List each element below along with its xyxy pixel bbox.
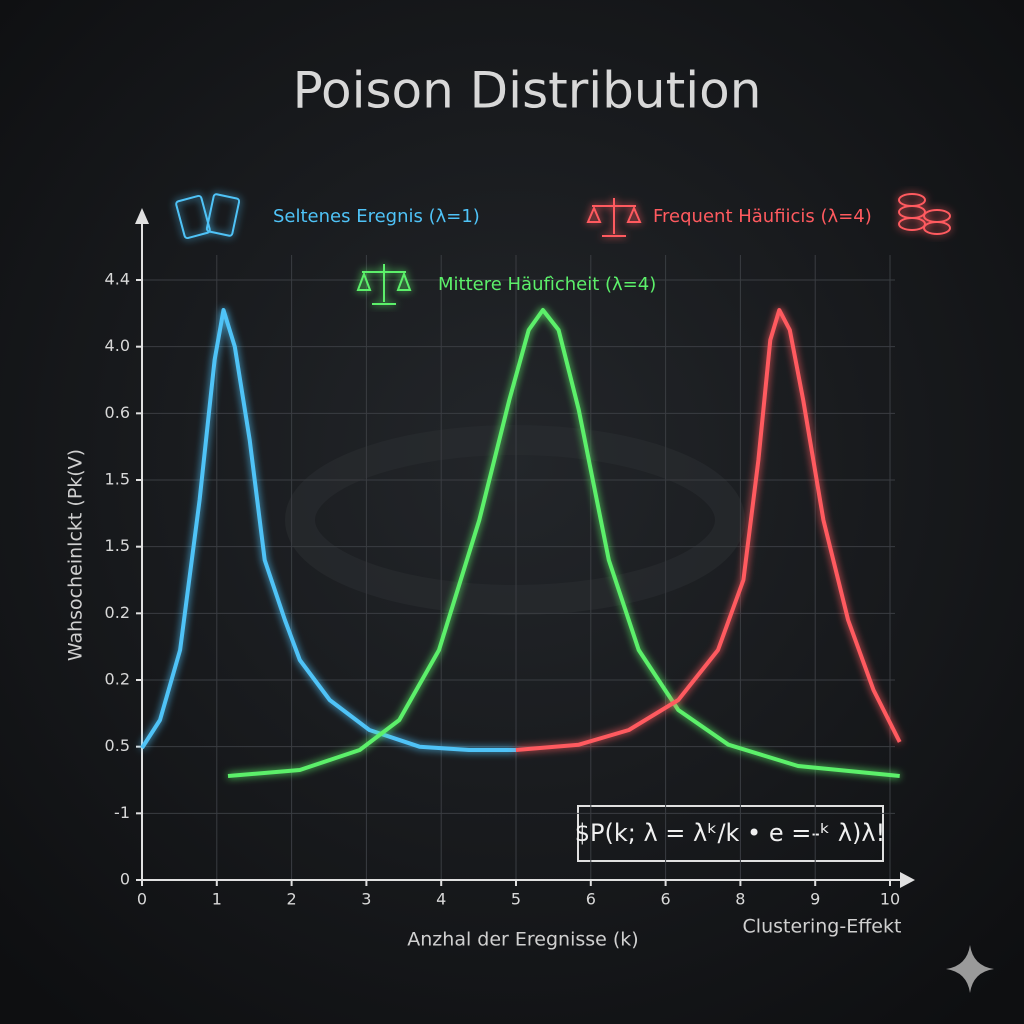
x-axis-note: Clustering-Effekt <box>743 916 902 938</box>
y-tick-label: 0.2 <box>105 670 130 689</box>
y-axis-arrow <box>135 208 149 224</box>
roulette-decoration <box>285 425 745 615</box>
x-tick-label: 8 <box>735 890 745 909</box>
series-line <box>515 308 902 752</box>
y-tick-label: 4.4 <box>105 270 130 289</box>
y-tick-label: -1 <box>114 803 130 822</box>
formula: $P(k; λ = λᵏ/k • e =-ᵏ λ)λ! <box>575 819 886 847</box>
x-tick-label: 6 <box>661 890 671 909</box>
y-tick-label: 4.0 <box>105 336 130 355</box>
chips-icon <box>898 193 951 235</box>
sparkle-icon <box>946 945 994 993</box>
x-tick-label: 3 <box>361 890 371 909</box>
x-axis-arrow <box>900 872 915 888</box>
scale-icon <box>356 264 412 305</box>
legend-label: Frequent Häufiicis (λ=4) <box>653 206 872 227</box>
scale-icon <box>586 198 642 237</box>
y-axis-label: Wahsocheinlckt (Pk(V) <box>65 449 87 661</box>
chart-title: Poison Distribution <box>293 62 762 120</box>
x-tick-label: 5 <box>511 890 521 909</box>
y-tick-label: 0.2 <box>105 603 130 622</box>
x-tick-label: 0 <box>137 890 147 909</box>
formula-box <box>577 805 884 862</box>
x-tick-label: 6 <box>586 890 596 909</box>
legend-label: Seltenes Eregnis (λ=1) <box>273 206 480 227</box>
series-line <box>227 308 900 778</box>
x-axis-label: Anzhal der Eregnisse (k) <box>407 929 638 951</box>
x-tick-label: 2 <box>287 890 297 909</box>
grid <box>142 255 895 880</box>
y-tick-label: 0 <box>120 870 130 889</box>
x-tick-label: 1 <box>212 890 222 909</box>
x-tick-label: 4 <box>436 890 446 909</box>
x-tick-label: 10 <box>880 890 900 909</box>
series-line <box>140 308 516 752</box>
legend-label: Mittere Häufìcheit (λ=4) <box>438 274 656 295</box>
x-tick-label: 9 <box>810 890 820 909</box>
y-tick-label: 1.5 <box>105 536 130 555</box>
y-tick-label: 0.5 <box>105 736 130 755</box>
y-tick-label: 0.6 <box>105 403 130 422</box>
cards-icon <box>175 193 241 240</box>
y-tick-label: 1.5 <box>105 470 130 489</box>
